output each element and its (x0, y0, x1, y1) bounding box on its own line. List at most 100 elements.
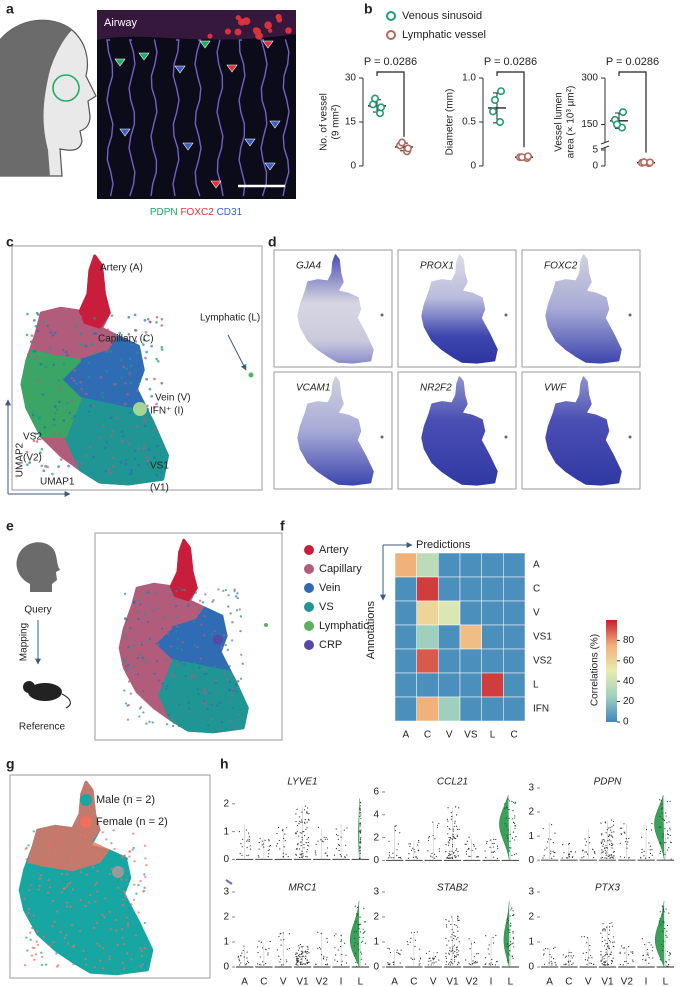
cell-point (601, 940, 603, 943)
y-tick-label: 0 (528, 962, 534, 973)
umap-cell (196, 646, 199, 649)
cell-point (513, 946, 515, 948)
umap-cell (47, 879, 51, 882)
umap-cell (57, 465, 61, 468)
umap-cell (25, 936, 28, 939)
vessel-stain (216, 39, 224, 197)
cell-point (602, 964, 604, 966)
umap-cell (176, 691, 179, 694)
cell-point (546, 847, 548, 849)
umap-cell (183, 662, 186, 666)
cell-point (662, 807, 664, 809)
umap-cell (124, 396, 128, 400)
y-tick-label: 0 (350, 161, 356, 172)
umap-cell (121, 939, 124, 943)
cell-point (604, 847, 606, 850)
cell-point (581, 850, 584, 852)
umap (20, 254, 169, 486)
cell-point (507, 942, 509, 945)
umap-cell (109, 416, 113, 419)
cell-point (359, 841, 361, 843)
heatmap-cell (459, 624, 482, 650)
umap-cell (160, 348, 164, 351)
cell-point (257, 855, 259, 857)
cell-point (393, 857, 395, 859)
umap-cell (94, 331, 98, 335)
cell-point (659, 959, 662, 961)
umap-cell (46, 465, 49, 469)
umap-cell (120, 928, 124, 931)
cell-point (553, 851, 555, 854)
cell-point (454, 935, 456, 937)
umap-cell (125, 878, 128, 882)
cell-point (394, 830, 396, 832)
cell-point (457, 954, 459, 956)
cell-point (455, 814, 458, 816)
cell-point (395, 825, 397, 827)
cell-point (606, 953, 608, 955)
umap-cell (144, 592, 148, 595)
nucleus (275, 13, 282, 20)
cell-point (626, 843, 628, 845)
cell-point (445, 955, 447, 958)
umap-cell (53, 351, 57, 354)
ifn-cluster (133, 402, 147, 416)
cell-point (612, 851, 615, 853)
cell-point (326, 941, 329, 943)
cell-point (238, 958, 240, 960)
cell-point (276, 949, 278, 951)
cell-point (306, 945, 308, 947)
cell-point (608, 945, 610, 947)
panel-letter: c (6, 234, 14, 250)
umap (118, 538, 249, 734)
cell-point (238, 960, 241, 962)
umap-cell (143, 921, 147, 925)
cell-point (566, 857, 569, 859)
cell-point (345, 962, 348, 964)
cell-point (302, 951, 304, 953)
umap-cell (143, 947, 147, 950)
cell-point (451, 857, 453, 859)
cell-point (659, 852, 661, 855)
cell-point (412, 847, 414, 849)
umap-cell (124, 617, 127, 620)
cell-point (570, 851, 572, 853)
umap-cell (84, 344, 88, 348)
y-tick-label: 0 (373, 855, 379, 866)
cell-point (259, 956, 261, 958)
row-label: VS1 (533, 632, 552, 643)
cell-point (605, 852, 607, 854)
umap-cell (33, 958, 36, 961)
umap-cell (204, 692, 207, 695)
cell-point (511, 837, 514, 839)
umap-cell (64, 919, 67, 923)
cell-point (446, 857, 448, 859)
cell-point (606, 829, 608, 831)
cell-point (619, 827, 621, 829)
cell-point (495, 934, 497, 937)
cell-point (623, 856, 626, 858)
cell-point (651, 854, 653, 856)
umap-cell (127, 442, 131, 445)
legend-marker (80, 794, 92, 806)
heatmap-cell (416, 672, 439, 698)
cell-point (663, 908, 665, 910)
umap-cell (67, 464, 70, 468)
cell-point (246, 951, 248, 953)
umap-cell (160, 381, 164, 385)
umap-cell (89, 404, 93, 408)
x-tick-label: A (241, 977, 248, 987)
umap-cell (152, 610, 155, 613)
row-label: A (533, 560, 540, 571)
cell-point (668, 959, 670, 961)
cell-point (356, 930, 358, 933)
umap-cell (65, 905, 69, 908)
cell-point (506, 834, 508, 837)
cell-point (355, 920, 357, 923)
umap-cell (126, 922, 130, 925)
cell-point (267, 952, 269, 954)
cell-point (446, 926, 448, 928)
cell-point (567, 960, 569, 962)
cell-point (326, 937, 328, 940)
cell-point (604, 964, 606, 966)
